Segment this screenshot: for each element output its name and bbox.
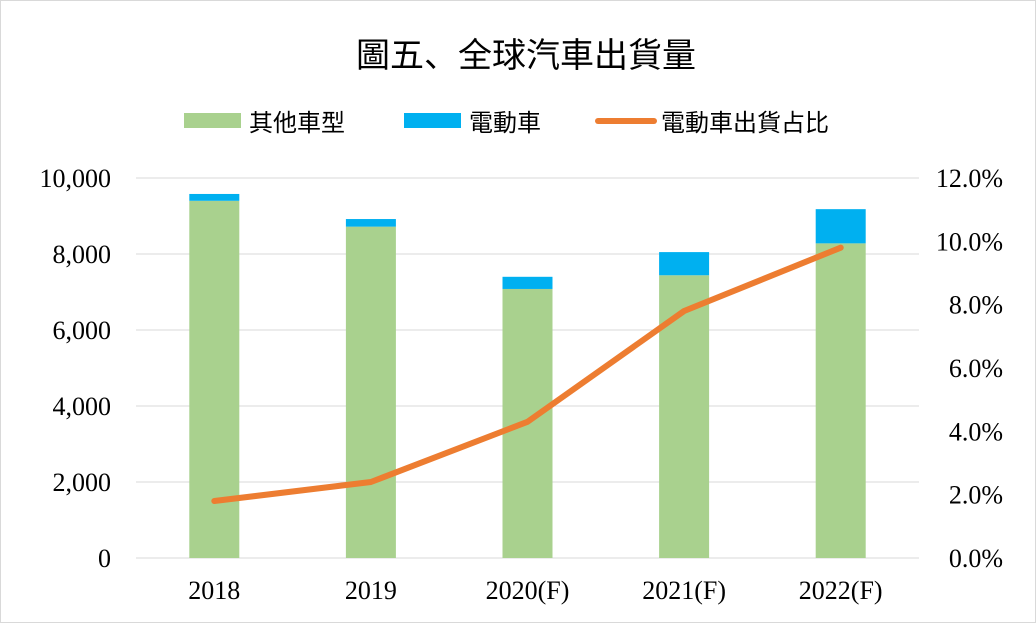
left-tick-label-1: 2,000 (53, 468, 112, 497)
legend-label-ev-share: 電動車出貨占比 (661, 109, 829, 137)
left-axis-ticks: 0 2,000 4,000 6,000 8,000 10,000 (40, 164, 112, 573)
legend-label-ev: 電動車 (469, 109, 541, 137)
left-tick-label-5: 10,000 (40, 164, 112, 193)
bar-ev-4 (815, 209, 866, 244)
bar-other-4 (815, 243, 866, 559)
ev-share-line (211, 244, 844, 504)
right-tick-label-6: 12.0% (936, 164, 1003, 193)
right-tick-label-1: 2.0% (949, 481, 1003, 510)
left-tick-label-0: 0 (98, 544, 111, 573)
x-tick-label-4: 2022(F) (799, 576, 883, 605)
right-tick-label-0: 0.0% (949, 544, 1003, 573)
bar-other-1 (345, 226, 396, 558)
x-tick-label-3: 2021(F) (642, 576, 726, 605)
right-tick-label-3: 6.0% (949, 354, 1003, 383)
x-tick-label-2: 2020(F) (486, 576, 570, 605)
bar-other-0 (189, 200, 240, 559)
bar-ev-2 (502, 276, 553, 289)
x-axis-ticks: 2018 2019 2020(F) 2021(F) 2022(F) (188, 576, 882, 605)
bar-ev-1 (345, 219, 396, 227)
legend-swatch-ev (404, 113, 461, 128)
x-tick-label-0: 2018 (188, 576, 240, 605)
bar-ev-0 (189, 193, 240, 201)
bar-other-3 (659, 275, 710, 558)
right-tick-label-2: 4.0% (949, 417, 1003, 446)
left-tick-label-3: 6,000 (53, 316, 112, 345)
left-tick-label-2: 4,000 (53, 392, 112, 421)
x-tick-label-1: 2019 (345, 576, 397, 605)
legend-swatch-other (184, 113, 241, 128)
right-tick-label-4: 8.0% (949, 291, 1003, 320)
bar-ev-3 (659, 252, 710, 276)
chart-title: 圖五、全球汽車出貨量 (356, 36, 696, 76)
right-axis-ticks: 0.0% 2.0% 4.0% 6.0% 8.0% 10.0% 12.0% (936, 164, 1003, 573)
legend-label-other: 其他車型 (249, 109, 345, 137)
legend: 其他車型 電動車 電動車出貨占比 (184, 109, 829, 137)
left-tick-label-4: 8,000 (53, 240, 112, 269)
right-tick-label-5: 10.0% (936, 227, 1003, 256)
line-series (211, 244, 844, 504)
bars (189, 193, 866, 559)
